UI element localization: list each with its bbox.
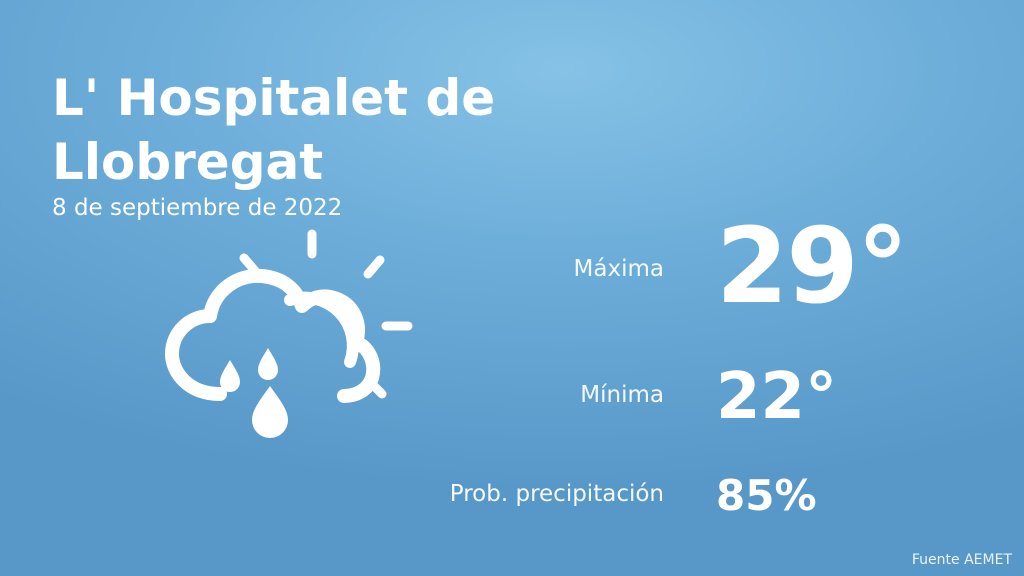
max-temp-value: 29° — [716, 205, 909, 327]
cloud-rain-sun-icon — [165, 229, 413, 438]
precip-prob-label: Prob. precipitación — [449, 481, 664, 507]
data-source: Fuente AEMET — [911, 552, 1012, 568]
forecast-date: 8 de septiembre de 2022 — [52, 195, 343, 221]
min-temp-label: Mínima — [580, 382, 664, 408]
max-temp-label: Máxima — [573, 256, 664, 282]
city-name: L' Hospitalet de Llobregat — [52, 69, 496, 191]
precip-prob-value: 85% — [716, 471, 817, 520]
min-temp-value: 22° — [716, 360, 838, 434]
